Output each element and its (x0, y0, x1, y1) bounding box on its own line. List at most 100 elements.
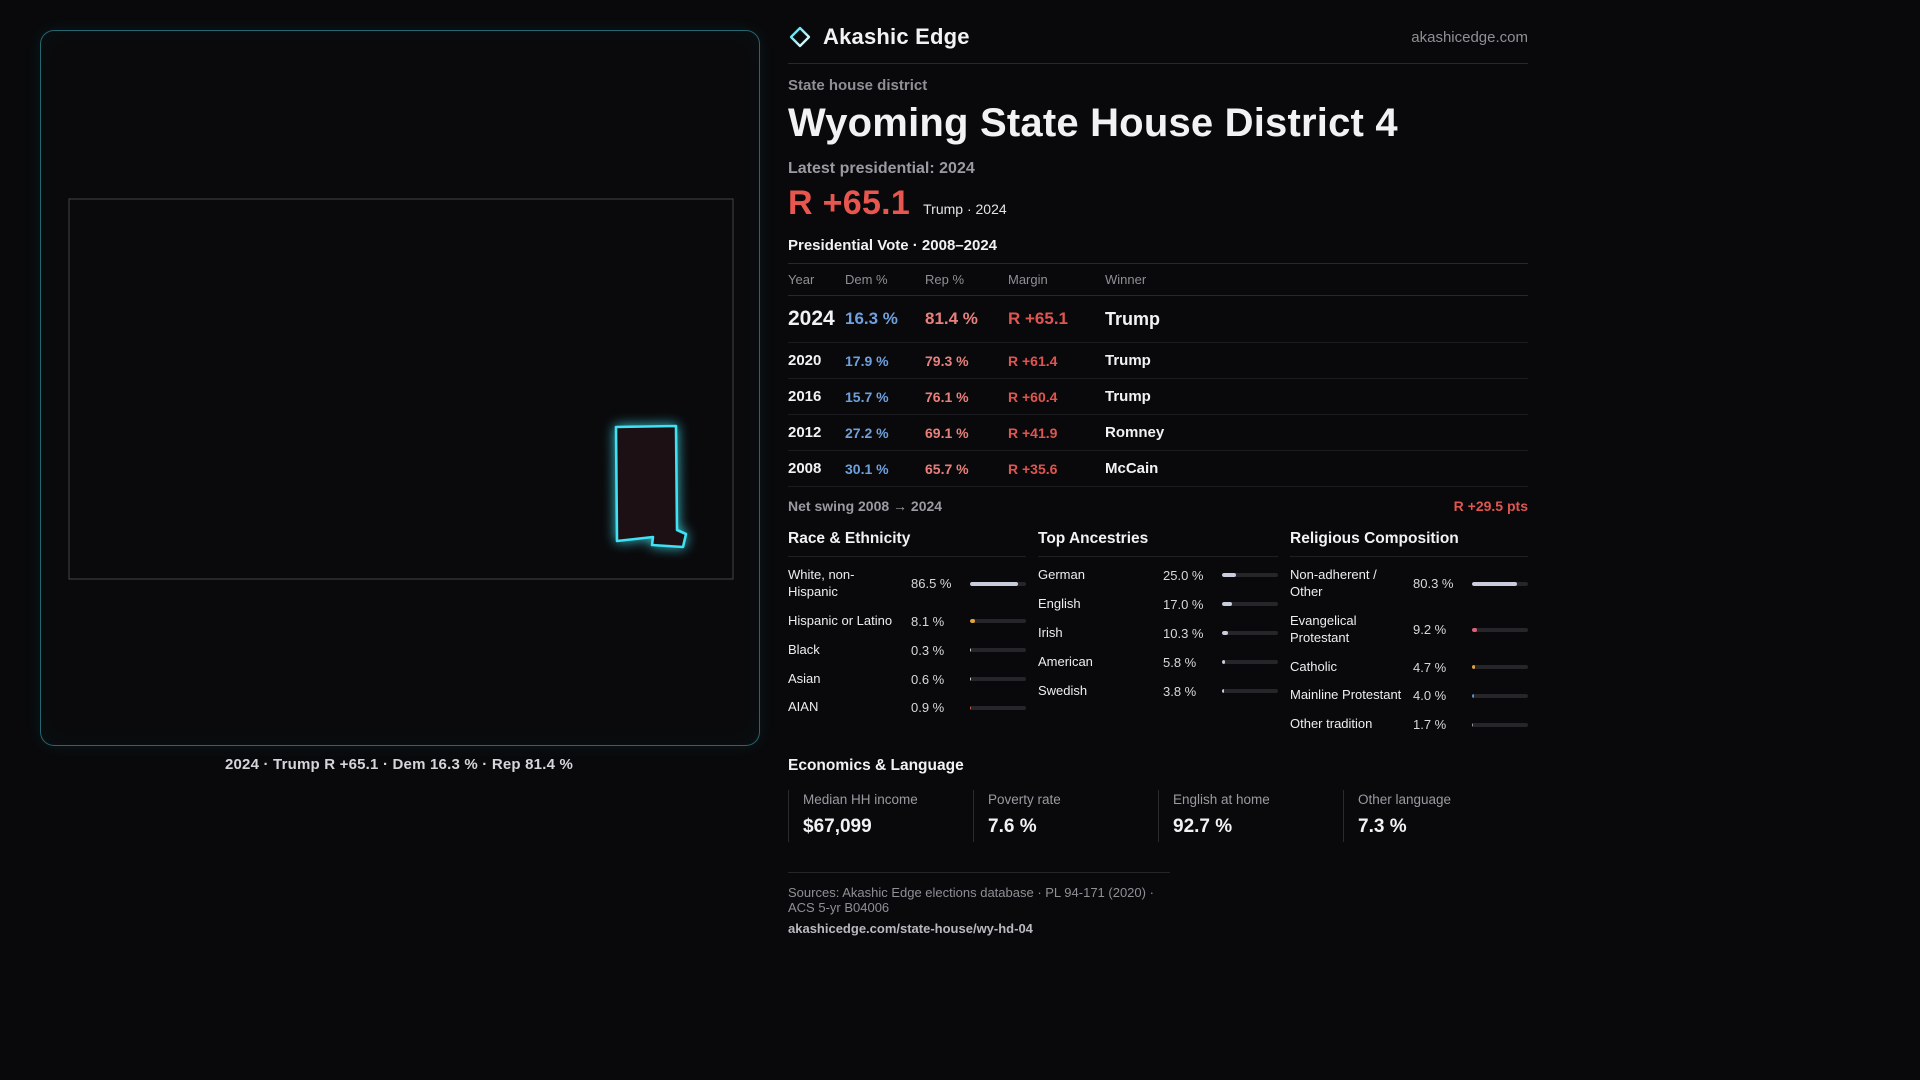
cell-winner: Romney (1105, 424, 1165, 441)
bar-track (970, 581, 1026, 586)
stat-label: English at home (1173, 792, 1270, 808)
stat-other-language: Other language 7.3 % (1343, 790, 1528, 843)
footer: Sources: Akashic Edge elections database… (788, 872, 1170, 936)
table-header-row: Year Dem % Rep % Margin Winner (788, 263, 1528, 296)
bar-track (1472, 693, 1528, 698)
bar-track (1222, 602, 1278, 607)
item-value: 10.3 % (1163, 625, 1204, 641)
vote-table-title: Presidential Vote · 2008–2024 (788, 237, 998, 254)
bar-track (1222, 573, 1278, 578)
bar-fill (1222, 689, 1225, 693)
economics-stats: Median HH income $67,099 Poverty rate 7.… (788, 790, 1528, 843)
presidential-vote-table: Year Dem % Rep % Margin Winner 2024 16.3… (788, 263, 1528, 487)
stat-label: Median HH income (803, 792, 918, 808)
headline-margin-row: R +65.1 Trump · 2024 (788, 184, 1528, 223)
bar-track (970, 705, 1026, 710)
ancestries-column: Top Ancestries German 25.0 % English 17.… (1038, 530, 1278, 739)
net-swing-value: R +29.5 pts (1453, 498, 1528, 514)
net-swing-label: Net swing 2008 → 2024 (788, 498, 943, 514)
cell-rep: 69.1 % (925, 424, 969, 441)
item-value: 4.0 % (1413, 688, 1447, 704)
cell-rep: 65.7 % (925, 460, 969, 477)
item-value: 4.7 % (1413, 659, 1447, 675)
list-item: Irish 10.3 % (1038, 619, 1278, 648)
list-item: Swedish 3.8 % (1038, 677, 1278, 706)
item-value: 5.8 % (1163, 654, 1197, 670)
item-label: Irish (1038, 624, 1063, 640)
map-caption: 2024 · Trump R +65.1 · Dem 16.3 % · Rep … (224, 756, 574, 773)
cell-rep: 76.1 % (925, 388, 969, 405)
item-value: 25.0 % (1163, 567, 1204, 583)
cell-winner: Trump (1105, 388, 1151, 405)
bar-fill (1472, 693, 1475, 698)
bar-track (1472, 627, 1528, 632)
ancestries-title: Top Ancestries (1038, 530, 1278, 557)
item-label: English (1038, 595, 1081, 611)
item-value: 0.3 % (911, 642, 945, 658)
stat-value: 7.6 % (988, 816, 1037, 838)
cell-rep: 79.3 % (925, 352, 969, 369)
cell-year: 2024 (788, 307, 835, 330)
item-label: Asian (788, 670, 821, 686)
stat-value: 92.7 % (1173, 816, 1233, 838)
list-item: Other tradition 1.7 % (1290, 710, 1528, 739)
header: Akashic Edge akashicedge.com (788, 24, 1528, 64)
bar-fill (1222, 631, 1228, 636)
col-dem: Dem % (845, 272, 888, 287)
report-panel: Akashic Edge akashicedge.com State house… (788, 24, 1528, 936)
cell-year: 2020 (788, 352, 822, 369)
list-item: Non-adherent / Other 80.3 % (1290, 561, 1528, 607)
economics-title: Economics & Language (788, 757, 964, 775)
item-label: Mainline Protestant (1290, 687, 1402, 703)
item-value: 17.0 % (1163, 596, 1204, 612)
item-value: 3.8 % (1163, 683, 1197, 699)
cell-winner: McCain (1105, 460, 1159, 477)
cell-winner: Trump (1105, 308, 1161, 329)
cell-year: 2008 (788, 460, 822, 477)
table-row: 2016 15.7 % 76.1 % R +60.4 Trump (788, 379, 1528, 415)
brand-domain-link[interactable]: akashicedge.com (1411, 28, 1528, 46)
item-label: Black (788, 641, 820, 657)
headline-margin-detail: Trump · 2024 (923, 201, 1007, 217)
religion-column: Religious Composition Non-adherent / Oth… (1290, 530, 1528, 739)
col-margin: Margin (1008, 272, 1048, 287)
bar-track (970, 648, 1026, 653)
bar-track (1472, 665, 1528, 669)
bar-track (1222, 689, 1278, 693)
bar-fill (970, 619, 975, 624)
cell-year: 2016 (788, 388, 822, 405)
item-label: American (1038, 653, 1093, 669)
race-ethnicity-title: Race & Ethnicity (788, 530, 1026, 557)
list-item: English 17.0 % (1038, 590, 1278, 619)
stat-english-at-home: English at home 92.7 % (1158, 790, 1343, 843)
item-label: German (1038, 567, 1085, 582)
list-item: German 25.0 % (1038, 561, 1278, 590)
permalink[interactable]: akashicedge.com/state-house/wy-hd-04 (788, 921, 1033, 937)
item-value: 0.6 % (911, 671, 945, 687)
list-item: Hispanic or Latino 8.1 % (788, 607, 1026, 636)
list-item: Black 0.3 % (788, 636, 1026, 665)
cell-margin: R +65.1 (1008, 309, 1069, 328)
col-rep: Rep % (925, 272, 965, 287)
col-winner: Winner (1105, 272, 1147, 287)
cell-dem: 30.1 % (845, 460, 889, 477)
cell-margin: R +60.4 (1008, 388, 1058, 405)
table-row: 2012 27.2 % 69.1 % R +41.9 Romney (788, 415, 1528, 451)
cell-winner: Trump (1105, 352, 1151, 369)
bar-fill (1222, 660, 1226, 665)
cell-dem: 27.2 % (845, 424, 889, 441)
eyebrow-label: State house district (788, 77, 928, 94)
table-row: 2008 30.1 % 65.7 % R +35.6 McCain (788, 451, 1528, 487)
district-map-panel (40, 30, 760, 746)
district-shape (614, 424, 688, 549)
item-value: 8.1 % (911, 613, 945, 629)
cell-rep: 81.4 % (925, 309, 978, 328)
bar-track (1222, 660, 1278, 665)
bar-fill (970, 677, 972, 681)
bar-fill (1472, 722, 1474, 727)
item-label: White, non-Hispanic (788, 567, 855, 599)
list-item: Catholic 4.7 % (1290, 653, 1528, 682)
bar-fill (1472, 665, 1475, 669)
bar-fill (970, 705, 972, 710)
item-value: 9.2 % (1413, 622, 1447, 638)
